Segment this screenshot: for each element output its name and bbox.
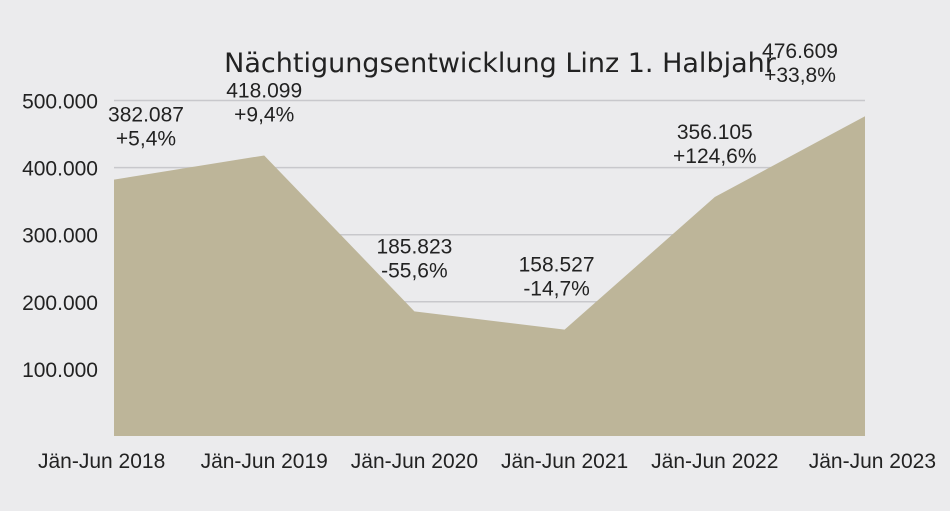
- y-tick-label: 200.000: [22, 292, 98, 315]
- data-label-value: 185.823: [376, 235, 452, 258]
- data-label-value: 382.087: [108, 104, 184, 127]
- data-label-value: 476.609: [762, 40, 838, 63]
- y-axis-ticks: 100.000 200.000 300.000 400.000 500.000: [22, 91, 98, 382]
- x-tick-label: Jän-Jun 2019: [201, 450, 328, 473]
- data-label-change: -14,7%: [523, 278, 590, 301]
- y-tick-label: 300.000: [22, 225, 98, 248]
- x-tick-label: Jän-Jun 2020: [351, 450, 478, 473]
- data-labels: 382.087+5,4% 418.099+9,4% 185.823-55,6% 158…: [108, 40, 838, 300]
- data-label-change: +33,8%: [764, 64, 836, 87]
- x-tick-label: Jän-Jun 2023: [809, 450, 936, 473]
- x-tick-label: Jän-Jun 2022: [651, 450, 778, 473]
- data-label-change: -55,6%: [381, 259, 448, 282]
- area-series: [114, 116, 865, 436]
- data-label-change: +9,4%: [234, 103, 294, 126]
- data-label-change: +5,4%: [116, 128, 176, 151]
- data-label-value: 418.099: [226, 79, 302, 102]
- data-label-change: +124,6%: [673, 145, 757, 168]
- y-tick-label: 500.000: [22, 91, 98, 114]
- x-tick-label: Jän-Jun 2018: [38, 450, 165, 473]
- y-tick-label: 400.000: [22, 158, 98, 181]
- data-label-value: 356.105: [677, 121, 753, 144]
- chart-title: Nächtigungsentwicklung Linz 1. Halbjahr: [224, 48, 777, 79]
- y-tick-label: 100.000: [22, 359, 98, 382]
- data-label-value: 158.527: [519, 254, 595, 277]
- x-axis-ticks: Jän-Jun 2018 Jän-Jun 2019 Jän-Jun 2020 Jän-…: [38, 450, 936, 473]
- x-tick-label: Jän-Jun 2021: [501, 450, 628, 473]
